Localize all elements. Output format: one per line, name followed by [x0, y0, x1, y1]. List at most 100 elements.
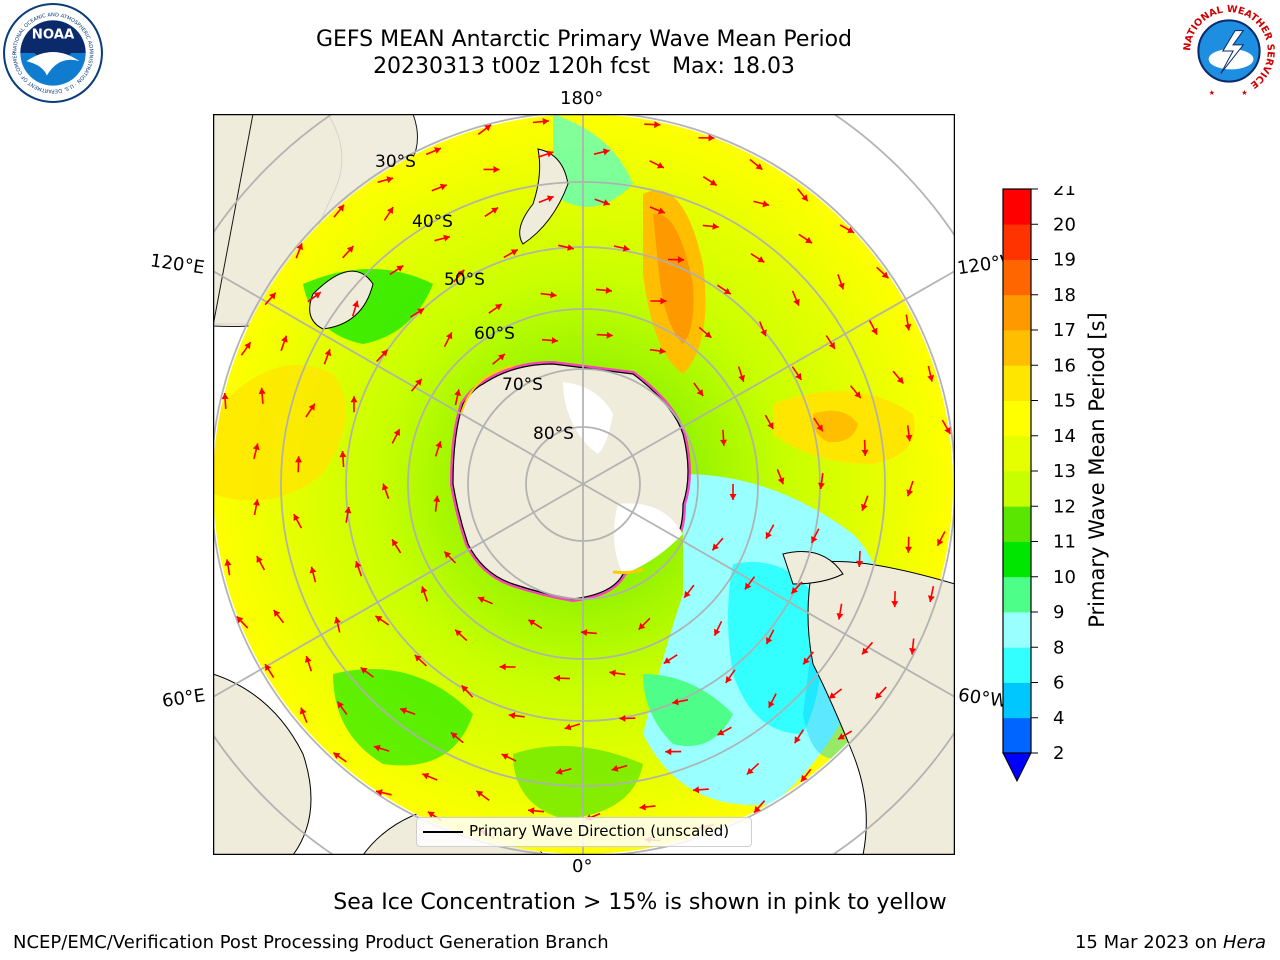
legend-label: Primary Wave Direction (unscaled)	[469, 822, 730, 840]
wave-arrow-head	[766, 637, 773, 644]
wave-arrow-head	[443, 234, 450, 242]
wave-arrow-head	[660, 297, 667, 305]
wave-arrow-head	[344, 506, 352, 514]
wave-arrow-head	[360, 667, 368, 674]
wave-arrow-head	[333, 752, 341, 759]
wave-arrow-head	[253, 499, 260, 506]
wave-arrow-head	[352, 300, 359, 308]
wave-arrow-head	[692, 786, 700, 794]
wave-arrow-head	[221, 393, 229, 400]
wave-arrow-head	[720, 439, 727, 446]
colorbar-tick-label: 14	[1053, 426, 1076, 447]
lat-label-30s: 30°S	[375, 152, 416, 172]
title-line-2: 20230313 t00z 120h fcst Max: 18.03	[0, 54, 1168, 80]
colorbar-segment	[1003, 717, 1031, 754]
colorbar-tick-label: 6	[1053, 673, 1064, 694]
wave-arrow-head	[265, 664, 272, 671]
colorbar-segment	[1003, 400, 1031, 437]
colorbar-segment	[1003, 224, 1031, 260]
wave-arrow-head	[816, 424, 823, 432]
wave-arrow-head	[606, 331, 613, 339]
wave-arrow-head	[499, 663, 506, 671]
wave-arrow-head	[445, 332, 453, 340]
wave-arrow-head	[657, 162, 664, 169]
wave-arrow-head	[746, 767, 754, 775]
wave-arrow-head	[765, 531, 772, 539]
wave-arrow-head	[501, 753, 509, 760]
colorbar-tick-label: 8	[1053, 637, 1064, 658]
svg-text:★: ★	[1241, 88, 1247, 97]
wave-arrow-head	[455, 629, 462, 637]
wave-arrow-head	[638, 622, 646, 630]
wave-arrow-head	[611, 765, 619, 772]
wave-arrow-head	[906, 489, 914, 497]
wave-arrow-head	[450, 732, 458, 739]
wave-arrow-head	[308, 403, 315, 411]
wave-arrow-head	[605, 286, 612, 294]
wave-arrow-head	[754, 805, 761, 813]
wave-arrow-head	[755, 163, 763, 170]
colorbar-segment	[1003, 435, 1031, 472]
wave-arrow-head	[677, 256, 684, 264]
legend-line-swatch	[423, 831, 463, 833]
wave-arrow-head	[393, 429, 400, 436]
lat-label-60s: 60°S	[474, 324, 515, 344]
wave-arrow-head	[927, 595, 935, 602]
wave-arrow-head	[725, 676, 732, 683]
lat-label-80s: 80°S	[533, 424, 574, 444]
wave-arrow-head	[654, 121, 661, 129]
colorbar-tick-label: 20	[1053, 214, 1076, 235]
colorbar-segment	[1003, 647, 1031, 683]
wave-arrow-head	[602, 148, 610, 156]
wave-arrow-head	[861, 503, 868, 511]
max-value: Max: 18.03	[672, 54, 795, 79]
wave-arrow-head	[856, 560, 864, 567]
wave-arrow-head	[313, 292, 321, 299]
wave-arrow-head	[493, 166, 500, 173]
wave-arrow-head	[791, 586, 798, 594]
colorbar-tick-label: 10	[1053, 567, 1076, 588]
wave-arrow-head	[768, 700, 775, 708]
wave-arrow-head	[252, 443, 260, 451]
wave-arrow-head	[414, 655, 422, 662]
wave-arrow-head	[224, 559, 232, 566]
wave-arrow-head	[258, 387, 266, 395]
wave-arrow-head	[659, 347, 666, 355]
colorbar-segment	[1003, 506, 1031, 542]
colorbar-tick-label: 11	[1053, 532, 1076, 553]
wave-arrow-head	[256, 556, 263, 563]
colorbar-segment	[1003, 576, 1031, 613]
colorbar-extend-triangle	[1002, 752, 1032, 783]
wave-arrow-head	[712, 543, 719, 551]
colorbar-tick-label: 16	[1053, 355, 1076, 376]
lon-label-120e: 120°E	[148, 250, 206, 279]
wave-arrow-head	[811, 536, 818, 543]
wave-arrow-head	[457, 269, 465, 277]
wave-arrow-head	[793, 298, 800, 306]
nws-logo: NATIONAL WEATHER SERVICE ★ ★	[1180, 2, 1278, 100]
wave-arrow-head	[484, 124, 492, 132]
wave-arrow-head	[777, 477, 785, 485]
wave-arrow-head	[477, 596, 485, 603]
wave-arrow-head	[415, 378, 422, 386]
wave-arrow-head	[386, 207, 394, 214]
colorbar-segment	[1003, 259, 1031, 296]
wave-arrow-head	[672, 698, 679, 706]
wave-arrow-head	[244, 342, 251, 350]
wave-arrow-head	[881, 271, 889, 279]
wave-arrow-head	[400, 707, 407, 715]
wave-arrow-head	[696, 389, 704, 396]
wave-arrow-head	[875, 692, 882, 699]
wave-arrow-head	[738, 374, 745, 382]
wave-arrow-head	[836, 613, 844, 620]
wave-arrow-head	[375, 615, 383, 623]
colorbar-segment	[1003, 189, 1031, 225]
colorbar-segment	[1003, 365, 1031, 401]
wave-arrow-head	[346, 246, 354, 253]
wave-arrow-head	[717, 729, 725, 736]
wave-direction-arrows	[221, 118, 951, 844]
wave-arrow-head	[376, 789, 383, 796]
colorbar-segment	[1003, 471, 1031, 507]
colorbar-tick-label: 19	[1053, 250, 1076, 271]
wave-arrow-head	[542, 118, 549, 125]
